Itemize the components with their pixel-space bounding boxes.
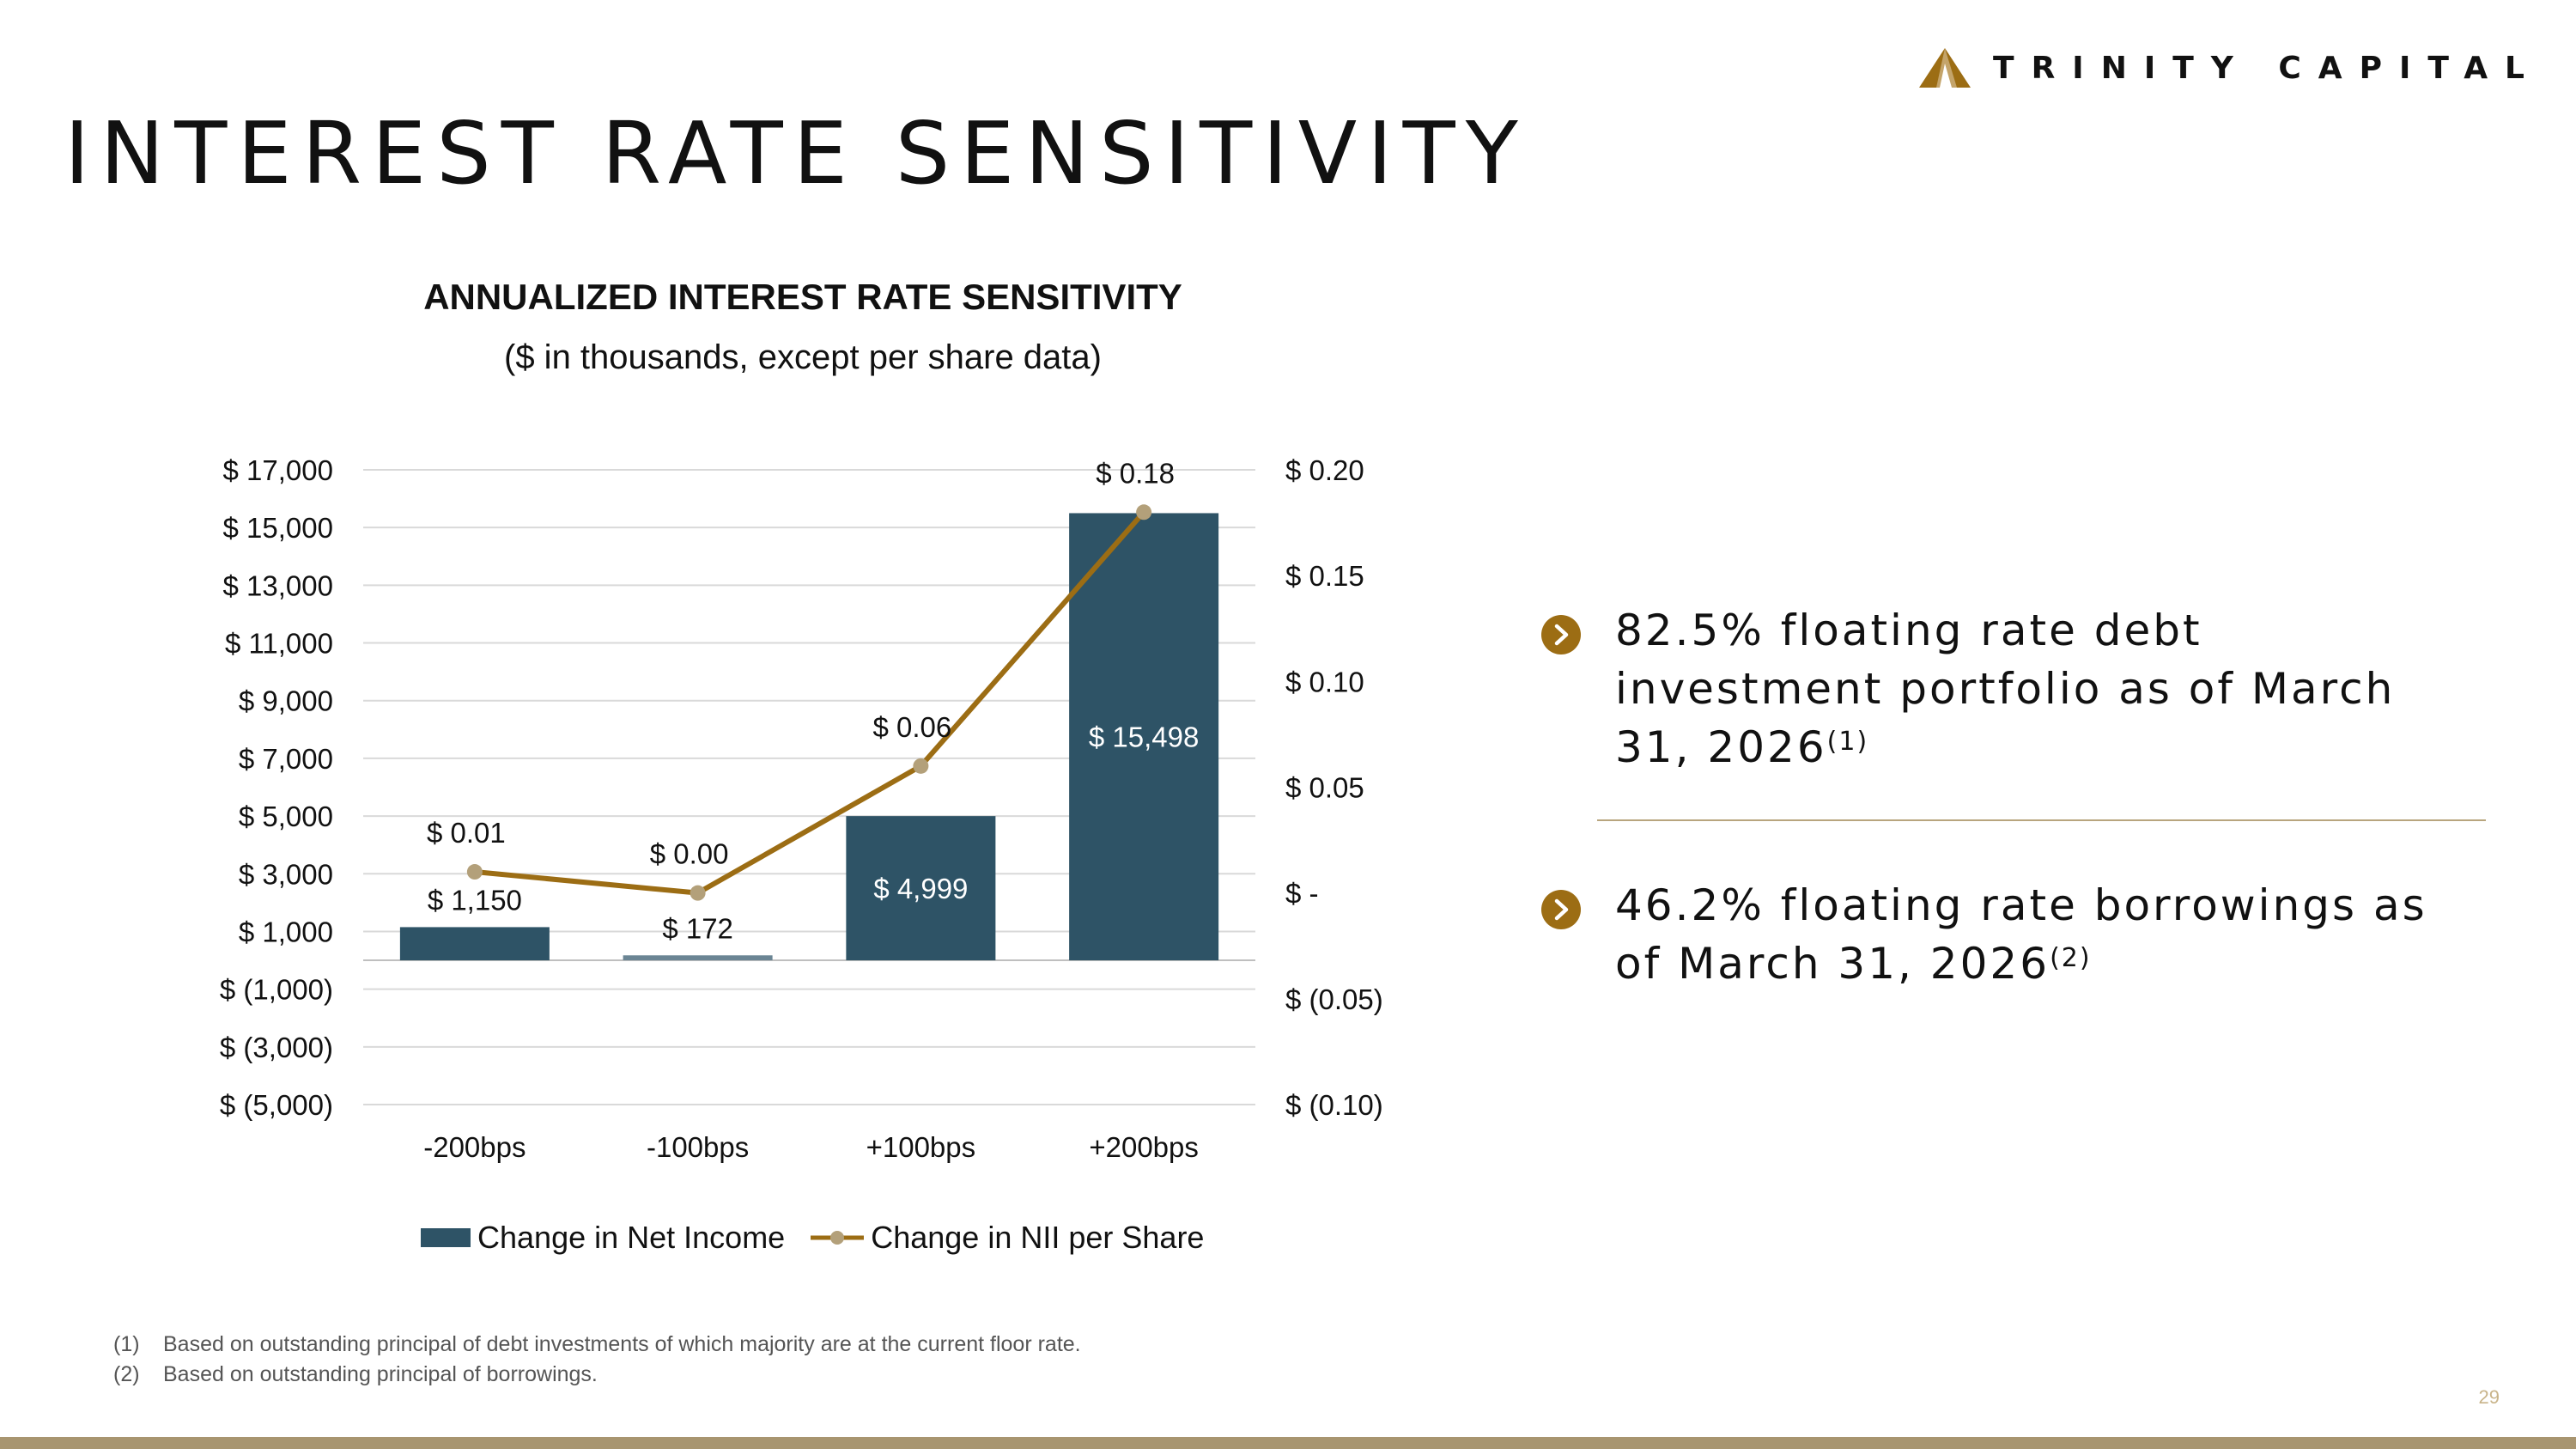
footnotes: (1) Based on outstanding principal of deb… bbox=[113, 1330, 1081, 1390]
bar-net-income bbox=[623, 955, 773, 961]
trinity-logo-icon bbox=[1919, 48, 1971, 88]
footnote-marker: (1) bbox=[113, 1332, 140, 1356]
line-nii-per-share bbox=[474, 510, 1146, 896]
y-left-tick-label: $ 3,000 bbox=[239, 858, 333, 890]
chevron-right-icon bbox=[1541, 615, 1581, 654]
legend-label-net-income: Change in Net Income bbox=[477, 1220, 786, 1255]
footnote-2: (2) Based on outstanding principal of bor… bbox=[113, 1360, 1081, 1390]
y-left-tick-label: $ (5,000) bbox=[220, 1089, 333, 1121]
chart-title: ANNUALIZED INTEREST RATE SENSITIVITY bbox=[423, 277, 1182, 317]
y-left-tick-label: $ 5,000 bbox=[239, 801, 333, 832]
y-right-tick-label: $ 0.10 bbox=[1285, 666, 1364, 697]
y-left-tick-label: $ 7,000 bbox=[239, 743, 333, 775]
footnote-text: Based on outstanding principal of debt i… bbox=[163, 1332, 1081, 1356]
line-point-nii-per-share bbox=[466, 864, 483, 880]
bottom-accent-bar bbox=[0, 1437, 2576, 1449]
y-right-tick-label: $ 0.20 bbox=[1285, 454, 1364, 486]
bullet-text-body: 46.2% floating rate borrowings as of Mar… bbox=[1615, 880, 2427, 989]
bar-net-income bbox=[1069, 513, 1219, 961]
y-right-tick-label: $ - bbox=[1285, 878, 1319, 910]
legend-line-swatch bbox=[811, 1231, 865, 1245]
footnote-marker: (2) bbox=[113, 1362, 140, 1386]
page-number: 29 bbox=[2478, 1386, 2500, 1408]
x-tick-label: -200bps bbox=[423, 1131, 526, 1163]
company-logo: TRINITY CAPITAL bbox=[1919, 48, 2542, 88]
line-data-label: $ 0.00 bbox=[650, 838, 729, 870]
line-data-label: $ 0.18 bbox=[1096, 457, 1175, 489]
chart-subtitle: ($ in thousands, except per share data) bbox=[504, 338, 1102, 376]
y-left-tick-label: $ 1,000 bbox=[239, 916, 333, 947]
bar-data-label: $ 1,150 bbox=[428, 884, 522, 916]
divider bbox=[1597, 819, 2486, 821]
footnote-ref-1: (1) bbox=[1826, 727, 1869, 757]
line-point-nii-per-share bbox=[913, 758, 929, 774]
bullet-floating-rate-investments: 82.5% floating rate debt investment port… bbox=[1541, 601, 2486, 776]
y-left-tick-label: $ (1,000) bbox=[220, 974, 333, 1006]
legend-item-nii-per-share: Change in NII per Share bbox=[811, 1220, 1204, 1256]
logo-text: TRINITY CAPITAL bbox=[1993, 50, 2542, 86]
x-tick-label: -100bps bbox=[647, 1131, 749, 1163]
y-left-tick-label: $ 13,000 bbox=[223, 569, 333, 601]
line-data-label: $ 0.06 bbox=[873, 711, 952, 743]
y-left-tick-label: $ 11,000 bbox=[225, 628, 333, 660]
key-points: 82.5% floating rate debt investment port… bbox=[1541, 601, 2486, 993]
interest-rate-chart: $ 17,000 $ 15,000 $ 13,000 $ 11,000 $ 9,000 $… bbox=[220, 454, 1383, 1163]
y-left-tick-label: $ 15,000 bbox=[223, 512, 333, 544]
bullet-text: 82.5% floating rate debt investment port… bbox=[1615, 601, 2486, 776]
y-left-tick-label: $ (3,000) bbox=[220, 1032, 333, 1063]
bar-data-label: $ 172 bbox=[662, 912, 733, 944]
legend-label-nii-per-share: Change in NII per Share bbox=[871, 1220, 1205, 1255]
line-data-label: $ 0.01 bbox=[427, 817, 506, 849]
line-point-nii-per-share bbox=[690, 885, 706, 901]
bullet-text: 46.2% floating rate borrowings as of Mar… bbox=[1615, 876, 2486, 993]
legend-item-net-income: Change in Net Income bbox=[421, 1220, 785, 1256]
page-title: INTEREST RATE SENSITIVITY bbox=[64, 103, 1528, 204]
bar-data-label: $ 15,498 bbox=[1089, 721, 1199, 753]
bullet-text-body: 82.5% floating rate debt investment port… bbox=[1615, 606, 2396, 772]
y-right-tick-label: $ (0.05) bbox=[1285, 983, 1383, 1015]
footnote-ref-2: (2) bbox=[2050, 943, 2092, 973]
x-tick-label: +200bps bbox=[1089, 1131, 1199, 1163]
bar-net-income bbox=[399, 927, 550, 961]
x-tick-label: +100bps bbox=[866, 1131, 976, 1163]
y-left-tick-label: $ 9,000 bbox=[239, 685, 333, 717]
line-point-nii-per-share bbox=[1136, 504, 1152, 521]
chevron-right-icon bbox=[1541, 890, 1581, 929]
footnote-1: (1) Based on outstanding principal of deb… bbox=[113, 1330, 1081, 1360]
y-right-tick-label: $ (0.10) bbox=[1285, 1089, 1383, 1121]
y-right-tick-label: $ 0.05 bbox=[1285, 772, 1364, 804]
legend-bar-swatch bbox=[421, 1228, 471, 1247]
chart-legend: Change in Net Income Change in NII per S… bbox=[421, 1220, 1230, 1256]
footnote-text: Based on outstanding principal of borrow… bbox=[163, 1362, 598, 1386]
y-right-tick-label: $ 0.15 bbox=[1285, 560, 1364, 592]
y-left-tick-label: $ 17,000 bbox=[223, 454, 333, 486]
bullet-floating-rate-borrowings: 46.2% floating rate borrowings as of Mar… bbox=[1541, 876, 2486, 993]
bar-net-income bbox=[846, 816, 996, 961]
bar-data-label: $ 4,999 bbox=[873, 873, 968, 904]
